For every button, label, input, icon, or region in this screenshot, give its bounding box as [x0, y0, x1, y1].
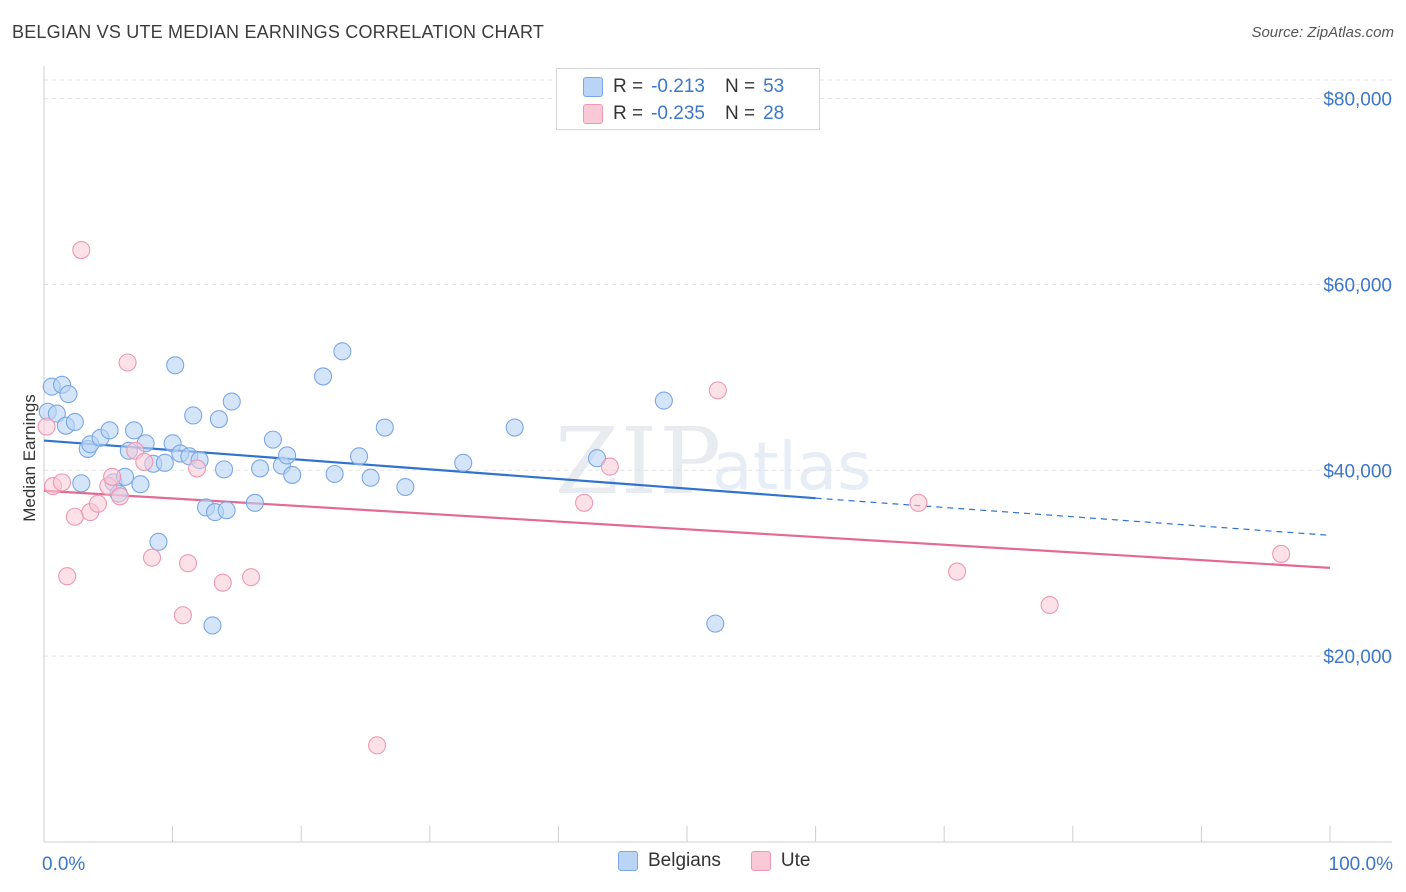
belgians-point	[166, 356, 185, 375]
belgians-point	[100, 421, 119, 440]
x-tick-label: 0.0%	[42, 854, 85, 875]
belgians-point	[454, 453, 473, 472]
ute-point	[52, 473, 72, 492]
belgians-point	[325, 464, 344, 484]
belgians-point	[587, 449, 607, 468]
ute-point	[708, 381, 727, 400]
belgians-trend-extension	[815, 497, 1331, 536]
series-ute	[37, 241, 1291, 755]
y-axis-label: Median Earnings	[20, 394, 39, 522]
belgians-point	[250, 459, 270, 478]
x-tick-labels: 0.0% 100.0%	[42, 854, 1393, 875]
ute-swatch	[583, 104, 603, 124]
r-label: R =	[613, 103, 644, 124]
belgians-point	[361, 468, 380, 487]
ute-point	[118, 353, 137, 372]
ute-point	[600, 457, 619, 476]
ute-point	[88, 494, 108, 513]
legend-row-ute: R = -0.235 N = 28	[583, 102, 784, 126]
ute-point	[142, 548, 162, 567]
belgians-point	[706, 614, 725, 633]
belgians-point	[65, 412, 84, 432]
belgians-point	[217, 501, 236, 520]
legend-label: Belgians	[648, 850, 721, 871]
ute-point	[58, 567, 77, 586]
ute-point	[135, 452, 154, 471]
belgians-point	[59, 385, 78, 404]
belgians-point	[245, 493, 264, 512]
belgians-point	[209, 410, 228, 429]
ute-point	[241, 568, 261, 587]
belgians-point	[396, 477, 415, 497]
belgians-point	[47, 404, 66, 423]
belgians-point	[131, 475, 150, 494]
n-value: 53	[763, 76, 785, 97]
chart-title: BELGIAN VS UTE MEDIAN EARNINGS CORRELATI…	[12, 22, 545, 42]
legend-label: Ute	[780, 850, 811, 871]
ute-point	[575, 493, 594, 512]
axes	[43, 66, 1392, 843]
belgians-point	[222, 392, 241, 411]
belgians-point	[333, 342, 352, 361]
belgians-point	[654, 391, 673, 410]
y-tick-label: $80,000	[1323, 90, 1392, 111]
belgians-point	[263, 430, 282, 449]
svg-text:atlas: atlas	[712, 428, 872, 505]
n-label: N =	[724, 76, 756, 97]
ute-point	[110, 487, 129, 506]
y-tick-label: $40,000	[1323, 461, 1392, 482]
r-label: R =	[613, 76, 644, 97]
belgians-point	[505, 418, 524, 437]
belgians-point	[149, 532, 168, 551]
belgians-point	[350, 447, 369, 466]
belgians-point	[214, 460, 234, 479]
ute-point	[1272, 544, 1291, 563]
ute-point	[65, 507, 84, 526]
ute-point	[187, 459, 207, 478]
ute-point	[72, 241, 91, 260]
x-tick-label: 100.0%	[1329, 854, 1394, 875]
legend-item-ute: Ute	[750, 850, 811, 872]
ute-point	[173, 606, 192, 625]
legend-row-belgians: R = -0.213 N = 53	[583, 75, 784, 99]
belgians-swatch	[618, 851, 638, 871]
belgians-point	[283, 465, 302, 484]
ute-point	[178, 554, 198, 573]
ute-point	[37, 417, 56, 436]
belgians-swatch	[583, 77, 603, 97]
belgians-point	[375, 418, 394, 437]
n-value: 28	[763, 103, 785, 124]
n-label: N =	[724, 103, 756, 124]
legend-item-belgians: Belgians	[618, 850, 721, 872]
series-belgians	[38, 342, 725, 635]
r-value: -0.235	[651, 103, 705, 124]
stats-legend: R = -0.213 N = 53 R = -0.235 N = 28	[556, 68, 820, 130]
y-tick-labels: $20,000 $40,000 $60,000 $80,000	[1323, 90, 1392, 669]
ute-point	[909, 493, 928, 512]
series-legend: Belgians Ute	[618, 850, 840, 872]
ute-point	[213, 573, 232, 592]
ute-point	[368, 736, 387, 755]
belgians-point	[184, 406, 203, 425]
source-credit: Source: ZipAtlas.com	[1251, 24, 1394, 41]
belgians-point	[72, 474, 91, 493]
y-tick-label: $20,000	[1323, 647, 1392, 668]
ute-swatch	[750, 851, 771, 871]
ute-point	[103, 467, 122, 486]
belgians-point	[155, 453, 174, 472]
ute-point	[1040, 595, 1059, 615]
belgians-point	[278, 446, 297, 465]
belgians-point	[314, 367, 333, 386]
ute-point	[948, 562, 967, 581]
y-tick-label: $60,000	[1323, 275, 1392, 296]
belgians-point	[124, 421, 144, 440]
r-value: -0.213	[651, 76, 705, 97]
belgians-point	[203, 616, 222, 635]
